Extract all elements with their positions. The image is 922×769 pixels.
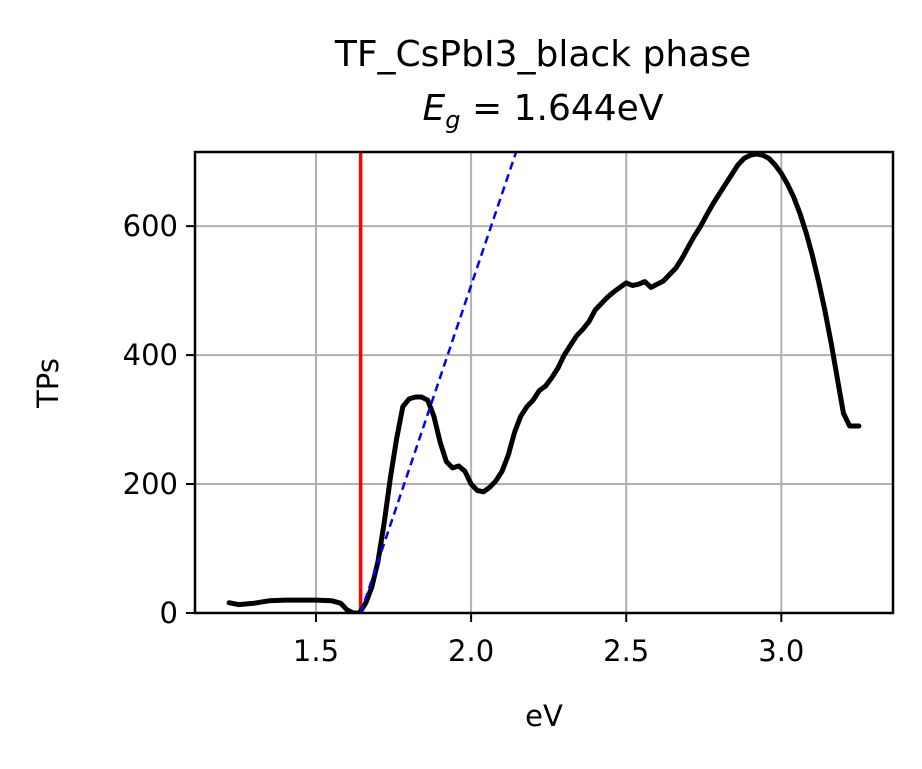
y-tick-label: 400	[123, 338, 178, 372]
subtitle-symbol: E	[423, 88, 446, 129]
plot-frame	[193, 150, 895, 615]
y-axis-label: TPs	[31, 358, 65, 409]
x-axis-label: eV	[525, 699, 563, 733]
y-tick-label: 200	[123, 467, 178, 501]
y-tick-label: 0	[160, 596, 178, 630]
chart-title: TF_CsPbI3_black phase	[334, 34, 751, 75]
subtitle-value: 1.644	[514, 88, 617, 129]
x-tick-label: 2.5	[603, 634, 649, 668]
spectrum-line	[226, 152, 862, 613]
plot-area	[226, 152, 862, 613]
x-tick-label: 2.0	[448, 634, 494, 668]
axis-ticks: 1.5 2.0 2.5 3.0 0 200 400 600	[123, 209, 805, 668]
grid	[195, 152, 893, 614]
subtitle-unit: eV	[617, 88, 664, 129]
x-tick-label: 1.5	[293, 634, 339, 668]
tangent-line	[359, 152, 518, 613]
x-tick-label: 3.0	[758, 634, 804, 668]
subtitle-equals: =	[461, 88, 514, 129]
chart-subtitle: Eg = 1.644eV	[423, 88, 664, 134]
y-tick-label: 600	[123, 209, 178, 243]
subtitle-subscript: g	[445, 106, 460, 134]
